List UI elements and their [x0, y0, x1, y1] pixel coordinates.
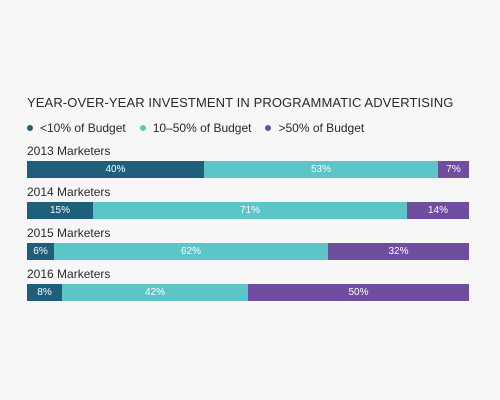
bar-segment: 40% [27, 161, 204, 178]
legend-label: 10–50% of Budget [152, 121, 252, 135]
bar-segment: 6% [27, 243, 54, 260]
legend-label: >50% of Budget [278, 121, 365, 135]
legend: <10% of Budget 10–50% of Budget >50% of … [27, 121, 378, 135]
bar-segment: 42% [62, 284, 248, 301]
bar-row: 8% 42% 50% [27, 284, 469, 301]
bar-row: 6% 62% 32% [27, 243, 469, 260]
group-label: 2015 Marketers [27, 226, 111, 240]
bar-segment: 62% [54, 243, 328, 260]
bar-segment: 14% [407, 202, 469, 219]
bar-segment: 7% [438, 161, 469, 178]
bar-row: 15% 71% 14% [27, 202, 469, 219]
bar-segment: 15% [27, 202, 93, 219]
group-label: 2014 Marketers [27, 185, 111, 199]
bar-segment: 8% [27, 284, 62, 301]
group-label: 2016 Marketers [27, 267, 111, 281]
legend-label: <10% of Budget [40, 121, 126, 135]
legend-swatch [27, 125, 33, 131]
legend-swatch [265, 125, 272, 131]
legend-item-10-to-50: 10–50% of Budget [139, 121, 252, 135]
legend-swatch [139, 125, 146, 131]
bar-segment: 32% [328, 243, 469, 260]
bar-segment: 53% [204, 161, 438, 178]
stacked-bar-chart: YEAR-OVER-YEAR INVESTMENT IN PROGRAMMATI… [27, 0, 469, 400]
bar-segment: 71% [93, 202, 407, 219]
bar-segment: 50% [248, 284, 469, 301]
chart-title: YEAR-OVER-YEAR INVESTMENT IN PROGRAMMATI… [27, 95, 454, 110]
legend-item-under-10: <10% of Budget [27, 121, 126, 135]
group-label: 2013 Marketers [27, 144, 111, 158]
bar-row: 40% 53% 7% [27, 161, 469, 178]
legend-item-over-50: >50% of Budget [265, 121, 364, 135]
